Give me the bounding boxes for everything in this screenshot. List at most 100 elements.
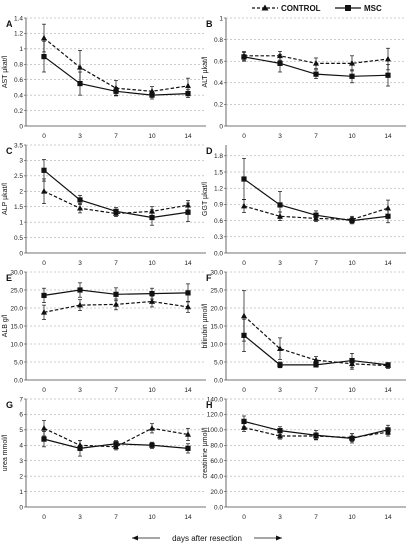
- x-tick-label: 14: [384, 387, 392, 394]
- x-tick-label: 10: [348, 387, 356, 394]
- y-tick-label: 1.2: [214, 186, 223, 193]
- series-msc: [41, 159, 191, 226]
- data-point-msc: [41, 167, 47, 173]
- y-tick-label: 0.0: [14, 377, 23, 384]
- x-tick-label: 14: [184, 133, 192, 140]
- x-tick-label: 3: [78, 133, 82, 140]
- y-tick-label: 0.5: [14, 235, 23, 242]
- panel-d: 0.0 0.3 0.6 0.9 1.2 1.5 1.8 0 3 7 10 14 GGT µkat/l D: [202, 145, 406, 267]
- y-tick-label: 0.8: [214, 37, 223, 44]
- data-point-msc: [185, 209, 191, 215]
- data-point-control: [77, 204, 83, 211]
- data-point-control: [313, 356, 319, 363]
- data-point-msc: [313, 71, 319, 77]
- panel-e: 0.0 5.0 10.0 15.0 20.0 25.0 30.0 0 3 7 10 14 ALB g/l…: [2, 269, 206, 394]
- y-tick-label: 4: [19, 443, 23, 450]
- y-axis-label: ALT µkat/l: [202, 56, 209, 87]
- data-point-control: [349, 60, 355, 66]
- legend-msc-marker: [345, 5, 351, 11]
- y-tick-label: 40.0: [210, 473, 223, 480]
- y-tick-label: 1: [219, 15, 223, 22]
- data-point-msc: [385, 72, 391, 78]
- panel-letter: D: [206, 146, 213, 156]
- x-caption-group: days after resection: [132, 532, 282, 543]
- x-tick-label: 10: [348, 260, 356, 267]
- legend: CONTROL MSC: [252, 4, 382, 13]
- series-control: [41, 23, 191, 97]
- y-tick-label: 15.0: [210, 323, 223, 330]
- data-point-control: [41, 34, 47, 41]
- y-tick-label: 1.5: [214, 169, 223, 176]
- y-axis-label: urea mmol/l: [2, 434, 9, 471]
- y-tick-label: 1.4: [14, 15, 23, 22]
- data-point-control: [149, 425, 155, 431]
- x-tick-label: 0: [42, 133, 46, 140]
- y-axis-label: creatinine µmol/l: [202, 427, 209, 479]
- y-tick-label: 5: [19, 427, 23, 434]
- panel-letter: H: [206, 400, 213, 410]
- data-point-control: [185, 303, 191, 310]
- x-tick-label: 14: [184, 260, 192, 267]
- y-tick-label: 60.0: [210, 458, 223, 465]
- y-tick-label: 0.6: [214, 218, 223, 225]
- panel-letter: B: [206, 19, 213, 29]
- x-tick-label: 0: [242, 387, 246, 394]
- y-tick-label: 0.6: [214, 59, 223, 66]
- y-tick-label: 20.0: [210, 305, 223, 312]
- y-tick-label: 25.0: [210, 287, 223, 294]
- y-tick-label: 3: [19, 458, 23, 465]
- x-tick-label: 7: [114, 260, 118, 267]
- series-line: [43, 190, 189, 215]
- y-tick-label: 100.0: [207, 427, 224, 434]
- panel-letter: F: [206, 273, 212, 283]
- data-point-msc: [349, 73, 355, 79]
- data-point-msc: [241, 54, 247, 60]
- data-point-msc: [113, 291, 119, 297]
- data-point-control: [277, 432, 283, 439]
- data-point-msc: [77, 445, 83, 451]
- y-axis-label: bilirubin µmol/l: [202, 303, 209, 348]
- y-tick-label: 0.2: [214, 102, 223, 109]
- y-tick-label: 1: [19, 219, 23, 226]
- x-tick-label: 3: [78, 514, 82, 521]
- data-point-msc: [313, 362, 319, 368]
- x-tick-label: 14: [384, 133, 392, 140]
- x-tick-label: 0: [242, 514, 246, 521]
- x-tick-label: 7: [314, 514, 318, 521]
- series-msc: [41, 282, 191, 303]
- y-axis-label: GGT µkat/l: [202, 182, 209, 216]
- y-tick-label: 0.6: [14, 77, 23, 84]
- y-tick-label: 10.0: [10, 341, 23, 348]
- y-tick-label: 2: [19, 189, 23, 196]
- x-tick-label: 7: [314, 260, 318, 267]
- panel-a: 0 0.2 0.4 0.6 0.8 1 1.2 1.4 0 3 7 10 14 AST µkat/l A: [2, 15, 206, 140]
- y-axis-label: AST µkat/l: [2, 55, 9, 88]
- panel-letter: G: [6, 400, 13, 410]
- x-tick-label: 3: [278, 514, 282, 521]
- y-tick-label: 1: [19, 489, 23, 496]
- series-msc: [241, 52, 391, 87]
- series-msc: [41, 431, 191, 457]
- data-point-msc: [385, 213, 391, 219]
- series-control: [241, 290, 391, 370]
- data-point-msc: [349, 218, 355, 224]
- y-tick-label: 3: [19, 158, 23, 165]
- y-tick-label: 0: [19, 123, 23, 130]
- y-tick-label: 80.0: [210, 443, 223, 450]
- data-point-msc: [149, 92, 155, 98]
- data-point-msc: [149, 214, 155, 221]
- data-point-msc: [41, 292, 47, 298]
- caption-bg: [160, 532, 254, 543]
- x-tick-label: 3: [278, 260, 282, 267]
- y-tick-label: 2: [19, 473, 23, 480]
- y-tick-label: 10.0: [210, 341, 223, 348]
- panel-g: 0 1 2 3 4 5 6 7 0 3 7 10 14 urea mmol/l G: [2, 396, 206, 521]
- y-tick-label: 0.2: [14, 108, 23, 115]
- y-tick-label: 0.4: [214, 80, 223, 87]
- data-point-msc: [113, 88, 119, 94]
- x-tick-label: 3: [278, 387, 282, 394]
- data-point-msc: [277, 202, 283, 208]
- y-tick-label: 0: [219, 123, 223, 130]
- data-point-msc: [185, 445, 191, 451]
